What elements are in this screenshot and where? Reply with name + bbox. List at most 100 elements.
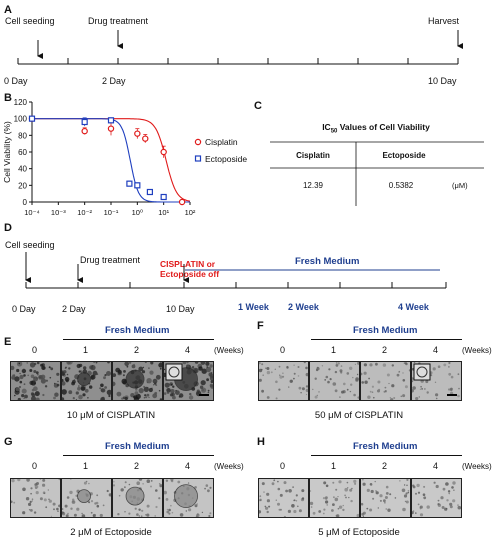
- panel-g-weeks-unit: (Weeks): [214, 462, 244, 471]
- panel-g-week-label: 2: [133, 461, 139, 471]
- ic50-value-cisplatin: 12.39: [302, 181, 324, 190]
- panel-label-e: E: [4, 336, 12, 348]
- panel-h-micrograph-week-0: [258, 478, 309, 518]
- x-tick-label: 10⁻²: [77, 208, 92, 217]
- timeline-d-axis: [25, 252, 447, 289]
- y-tick-label: 60: [18, 148, 27, 157]
- panel-g-week-label: 0: [31, 461, 37, 471]
- y-tick-label: 120: [14, 98, 28, 107]
- panel-e-micrograph-week-0: [10, 361, 61, 401]
- timeline-a-day2: 2 Day: [102, 76, 126, 86]
- panel-h-caption: 5 μM of Ectoposide: [318, 527, 400, 538]
- cisplatin-point: [107, 125, 115, 132]
- panel-h-micrograph-week-1: [309, 478, 360, 518]
- ectoposide-point: [160, 193, 167, 201]
- drug-off-line1: CISPLATIN or: [160, 259, 216, 269]
- timeline-d-week2: 2 Week: [288, 302, 319, 312]
- panel-e-caption: 10 μM of CISPLATIN: [66, 410, 156, 421]
- panel-e-micrograph-week-2: [112, 361, 163, 401]
- panel-label-b: B: [4, 92, 12, 104]
- panel-g-week-label: 1: [82, 461, 88, 471]
- panel-g-micrograph-week-0: [10, 478, 61, 518]
- timeline-d-seeding-label: Cell seeding: [5, 240, 55, 250]
- panel-g-caption: 2 μM of Ectoposide: [70, 527, 152, 538]
- panel-label-c: C: [254, 100, 262, 112]
- x-tick-label: 10⁰: [132, 208, 143, 217]
- x-tick-label: 10⁻⁴: [24, 208, 40, 217]
- legend-label-cisplatin: Cisplatin: [205, 137, 238, 147]
- y-axis-label: Cell Viability (%): [2, 121, 12, 183]
- timeline-a-seeding-label: Cell seeding: [5, 16, 55, 26]
- x-tick-label: 10²: [185, 208, 196, 217]
- panel-h-micrograph-week-4: [411, 478, 462, 518]
- ic50-title-rest: Values of Cell Viability: [337, 122, 430, 132]
- cisplatin-point: [178, 198, 186, 206]
- panel-h-week-label: 0: [279, 461, 285, 471]
- cisplatin-point: [134, 130, 141, 137]
- timeline-a-axis: [17, 30, 463, 65]
- panel-h-week-label: 4: [432, 461, 438, 471]
- drug-off-line2: Ectoposide off: [160, 269, 220, 279]
- panel-f-caption: 50 μM of CISPLATIN: [314, 410, 404, 421]
- panel-e-week-label: 0: [31, 345, 37, 355]
- y-tick-label: 100: [14, 115, 28, 124]
- panel-g-week-label: 4: [184, 461, 190, 471]
- timeline-d-week4: 4 Week: [398, 302, 429, 312]
- panel-f-week-label: 2: [381, 345, 387, 355]
- cisplatin-point: [160, 148, 167, 156]
- panel-h-week-label: 1: [330, 461, 336, 471]
- panel-f-micrograph-week-4: [411, 361, 462, 401]
- x-tick-label: 10⁻³: [51, 208, 66, 217]
- cisplatin-point: [81, 127, 88, 135]
- panel-label-f: F: [257, 320, 264, 332]
- ic50-title-sub: 50: [330, 128, 338, 135]
- y-tick-label: 0: [23, 198, 28, 207]
- legend-marker-ectoposide: [194, 155, 202, 162]
- ic50-title-ic: IC: [322, 122, 331, 132]
- ectoposide-point: [134, 182, 141, 189]
- ic50-unit: (μM): [452, 181, 468, 190]
- panel-f-weeks-unit: (Weeks): [462, 346, 492, 355]
- timeline-a-treatment-label: Drug treatment: [88, 16, 149, 26]
- timeline-d-drug-off-label: CISPLATIN or Ectoposide off: [160, 259, 219, 279]
- ic50-header-ectoposide: Ectoposide: [382, 151, 426, 160]
- panel-e-micrograph-week-1: [61, 361, 112, 401]
- panel-h-micrograph-week-2: [360, 478, 411, 518]
- panel-e-fresh-line: [63, 339, 214, 340]
- panel-f-fresh-line: [311, 339, 462, 340]
- timeline-d-treatment-label: Drug treatment: [80, 255, 141, 265]
- panel-f-fresh-medium: Fresh Medium: [353, 325, 418, 336]
- panel-h-fresh-line: [311, 455, 462, 456]
- panel-e-fresh-medium: Fresh Medium: [105, 325, 170, 336]
- timeline-d-week1: 1 Week: [238, 302, 269, 312]
- x-tick-label: 10¹: [158, 208, 169, 217]
- x-tick-label: 10⁻¹: [104, 208, 119, 217]
- panel-g-fresh-line: [63, 455, 214, 456]
- ic50-value-ectoposide: 0.5382: [388, 181, 414, 190]
- panel-e-week-label: 2: [133, 345, 139, 355]
- panel-label-g: G: [4, 436, 13, 448]
- panel-g-micrograph-week-1: [61, 478, 112, 518]
- ectoposide-point: [146, 188, 153, 196]
- timeline-d-day10: 10 Day: [166, 304, 195, 314]
- panel-e-weeks-unit: (Weeks): [214, 346, 244, 355]
- ectoposide-point: [126, 180, 133, 187]
- y-tick-label: 20: [18, 181, 27, 190]
- panel-f-week-label: 1: [330, 345, 336, 355]
- ic50-table-title: IC50 Values of Cell Viability: [276, 122, 476, 135]
- panel-g-fresh-medium: Fresh Medium: [105, 441, 170, 452]
- panel-h-week-label: 2: [381, 461, 387, 471]
- timeline-a-day10: 10 Day: [428, 76, 457, 86]
- timeline-d-day2: 2 Day: [62, 304, 86, 314]
- panel-label-a: A: [4, 4, 12, 16]
- panel-label-h: H: [257, 436, 265, 448]
- y-tick-label: 40: [18, 165, 27, 174]
- ic50-table-lines: [270, 141, 484, 206]
- panel-f-micrograph-week-0: [258, 361, 309, 401]
- panel-f-micrograph-week-2: [360, 361, 411, 401]
- legend-label-ectoposide: Ectoposide: [205, 154, 247, 164]
- ectoposide-point: [28, 115, 36, 122]
- y-tick-label: 80: [18, 131, 27, 140]
- ic50-header-cisplatin: Cisplatin: [296, 151, 330, 160]
- panel-f-week-label: 0: [279, 345, 285, 355]
